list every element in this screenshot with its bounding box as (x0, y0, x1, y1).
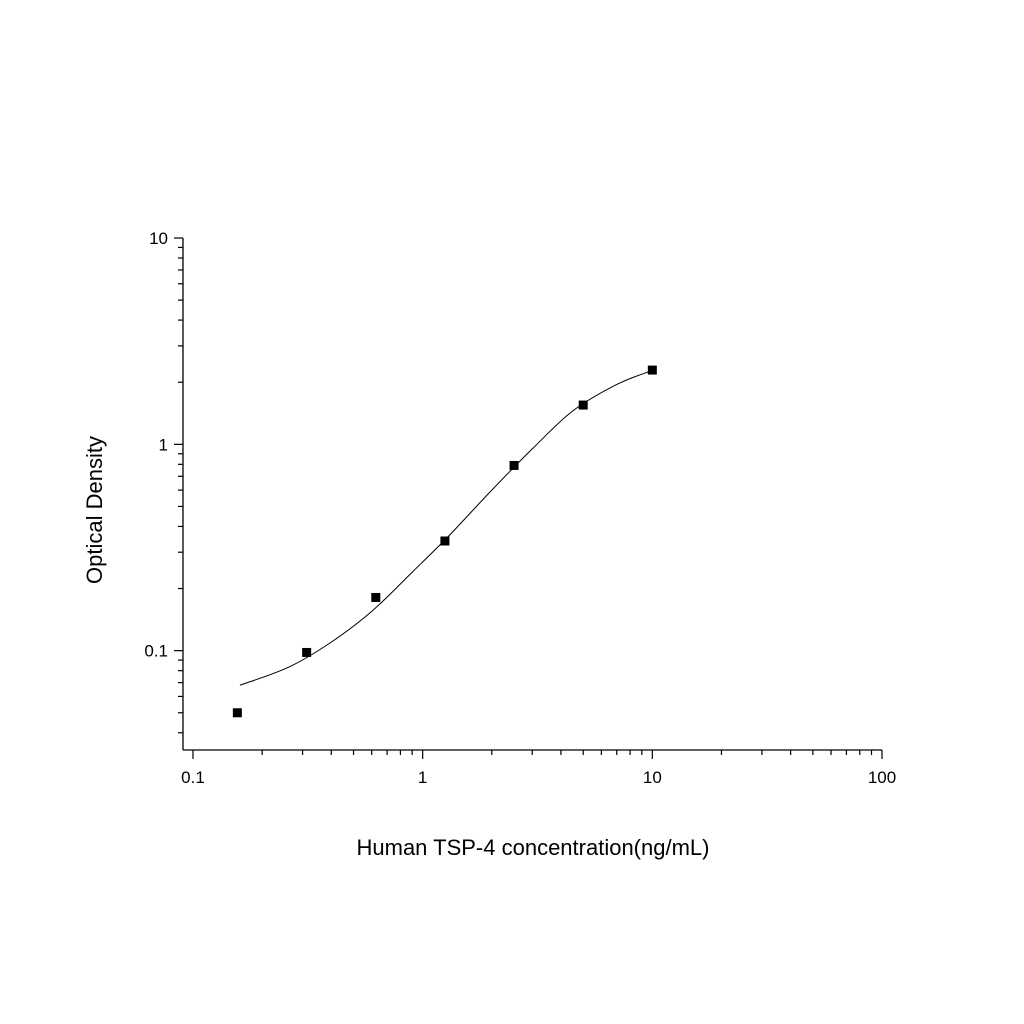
x-tick-label: 10 (643, 768, 662, 787)
data-point (509, 460, 519, 470)
y-tick-label: 10 (149, 229, 168, 248)
data-point (440, 536, 450, 546)
data-points (232, 365, 657, 718)
y-tick-label: 0.1 (144, 642, 168, 661)
y-axis-title: Optical Density (82, 436, 107, 584)
x-tick-label: 0.1 (181, 768, 205, 787)
axes: 0.1 1 10 100 0.1 1 10 (144, 229, 896, 787)
fit-curve (239, 370, 653, 686)
x-tick-label: 1 (418, 768, 427, 787)
x-tick-label: 100 (868, 768, 896, 787)
data-point (232, 708, 242, 718)
y-tick-label: 1 (159, 435, 168, 454)
fit-curve-layer (239, 370, 653, 686)
x-axis-title: Human TSP-4 concentration(ng/mL) (357, 835, 710, 860)
data-point (371, 592, 381, 602)
data-point (578, 400, 588, 410)
data-point (302, 647, 312, 657)
data-point (647, 365, 657, 375)
